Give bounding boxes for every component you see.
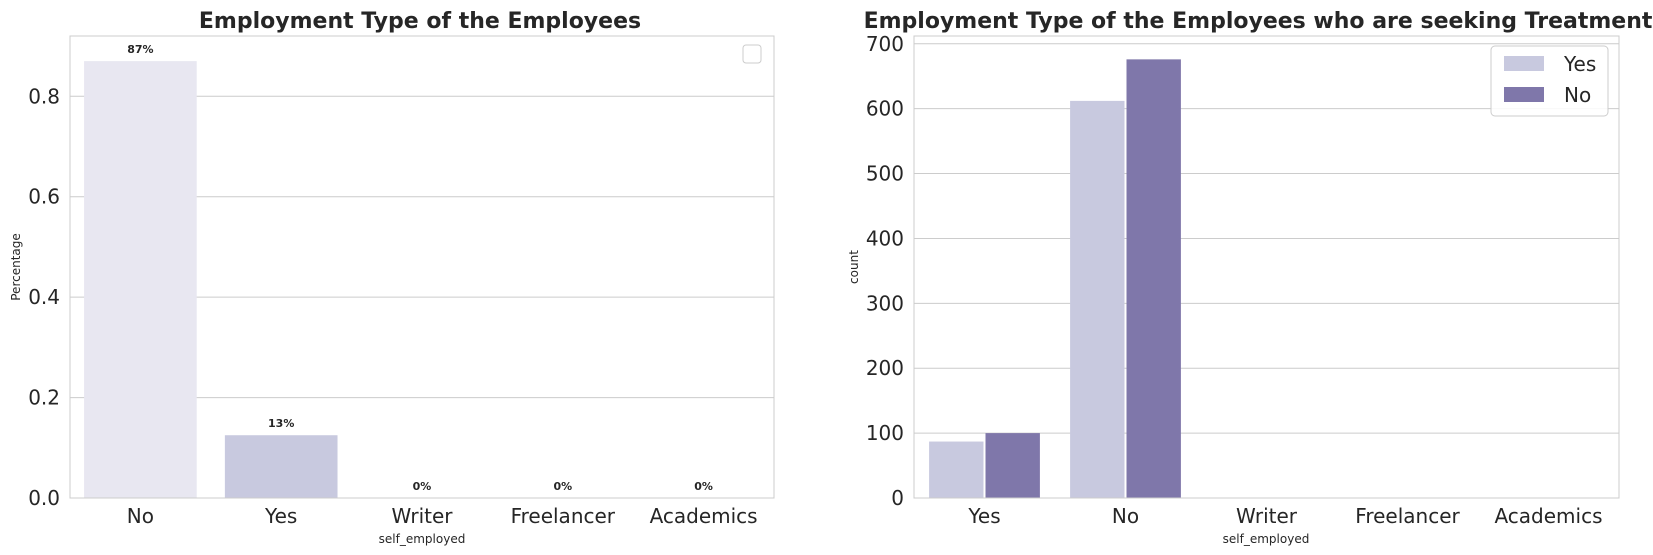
chart2-y-ticks: 0 100 200 300 400 500 600 700	[866, 32, 904, 510]
chart2-y-tick-label: 400	[866, 226, 904, 250]
chart1-bar	[224, 435, 338, 498]
chart1-y-tick-label: 0.8	[28, 84, 60, 108]
chart2-plot-frame	[913, 35, 1620, 499]
chart2-title: Employment Type of the Employees who are…	[864, 9, 1653, 34]
legend-label-no: No	[1564, 83, 1591, 107]
chart1-x-tick-label: Writer	[391, 504, 453, 528]
chart2-x-axis-label: self_employed	[1223, 532, 1310, 546]
legend-label-yes: Yes	[1563, 52, 1596, 76]
chart2-bar	[1126, 59, 1181, 498]
chart2-x-tick-label: No	[1112, 504, 1139, 528]
chart2-x-tick-label: Yes	[967, 504, 1000, 528]
chart1-x-tick-label: Academics	[650, 504, 758, 528]
chart2-y-tick-label: 100	[866, 421, 904, 445]
chart2-bar	[1070, 100, 1125, 499]
chart2-bars	[929, 59, 1181, 499]
chart1-title: Employment Type of the Employees	[199, 9, 641, 34]
percentage-chart: Employment Type of the Employees 87% 13% 0…	[9, 9, 775, 546]
chart1-y-tick-label: 0.2	[28, 386, 60, 410]
chart2-x-tick-label: Freelancer	[1355, 504, 1460, 528]
chart1-data-labels: 87% 13% 0% 0% 0%	[127, 43, 713, 493]
chart1-x-tick-label: Freelancer	[511, 504, 616, 528]
chart1-data-label: 0%	[413, 480, 432, 493]
chart1-y-tick-label: 0.6	[28, 185, 60, 209]
legend-swatch-yes	[1504, 56, 1544, 71]
chart2-y-tick-label: 300	[866, 291, 904, 315]
chart2-legend: Yes No	[1490, 45, 1609, 117]
chart2-bar	[929, 441, 984, 498]
chart2-y-tick-label: 500	[866, 162, 904, 186]
chart1-x-tick-label: No	[127, 504, 154, 528]
chart2-y-tick-label: 200	[866, 356, 904, 380]
chart1-data-label: 87%	[127, 43, 153, 56]
chart1-y-ticks: 0.0 0.2 0.4 0.6 0.8	[28, 84, 60, 510]
chart2-bar	[985, 433, 1040, 498]
chart1-x-ticks: No Yes Writer Freelancer Academics	[127, 504, 758, 528]
chart2-y-axis-label: count	[847, 250, 861, 284]
chart1-y-tick-label: 0.4	[28, 285, 60, 309]
chart2-y-tick-label: 600	[866, 97, 904, 121]
chart1-bar	[84, 61, 197, 498]
treatment-count-chart: Employment Type of the Employees who are…	[847, 9, 1653, 546]
legend-swatch-no	[1504, 87, 1544, 102]
chart2-y-tick-label: 700	[866, 32, 904, 56]
chart1-data-label: 13%	[268, 417, 294, 430]
chart1-plot-frame	[69, 35, 775, 499]
chart1-empty-legend	[742, 44, 762, 64]
chart1-y-tick-label: 0.0	[28, 486, 60, 510]
chart1-data-label: 0%	[694, 480, 713, 493]
chart2-x-tick-label: Writer	[1236, 504, 1298, 528]
chart1-data-label: 0%	[553, 480, 572, 493]
chart2-x-tick-label: Academics	[1494, 504, 1602, 528]
chart1-bars	[84, 61, 338, 498]
chart2-x-ticks: Yes No Writer Freelancer Academics	[967, 504, 1602, 528]
chart2-y-tick-label: 0	[891, 486, 904, 510]
chart1-x-axis-label: self_employed	[379, 532, 466, 546]
chart1-y-axis-label: Percentage	[9, 233, 23, 301]
chart1-x-tick-label: Yes	[264, 504, 297, 528]
